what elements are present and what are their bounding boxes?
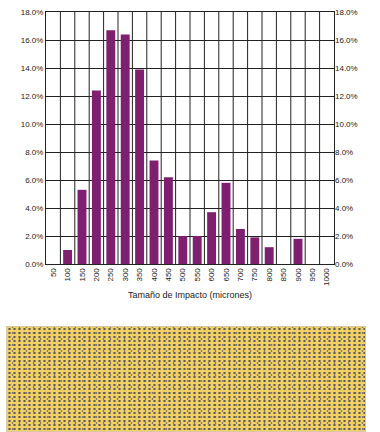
svg-text:18.0%: 18.0% bbox=[21, 8, 44, 17]
svg-text:14.0%: 14.0% bbox=[335, 64, 358, 73]
svg-text:6.0%: 6.0% bbox=[25, 176, 43, 185]
svg-text:350: 350 bbox=[135, 268, 144, 282]
svg-text:Tamaño de Impacto (micrones): Tamaño de Impacto (micrones) bbox=[128, 290, 252, 300]
svg-text:700: 700 bbox=[236, 268, 245, 282]
svg-text:500: 500 bbox=[178, 268, 187, 282]
svg-text:4.0%: 4.0% bbox=[335, 204, 353, 213]
svg-text:550: 550 bbox=[193, 268, 202, 282]
svg-text:950: 950 bbox=[308, 268, 317, 282]
svg-text:200: 200 bbox=[92, 268, 101, 282]
svg-text:900: 900 bbox=[294, 268, 303, 282]
svg-text:850: 850 bbox=[279, 268, 288, 282]
svg-text:16.0%: 16.0% bbox=[21, 36, 44, 45]
svg-text:6.0%: 6.0% bbox=[335, 176, 353, 185]
svg-text:12.0%: 12.0% bbox=[335, 92, 358, 101]
svg-text:16.0%: 16.0% bbox=[335, 36, 358, 45]
svg-text:2.0%: 2.0% bbox=[335, 232, 353, 241]
svg-text:8.0%: 8.0% bbox=[25, 148, 43, 157]
svg-text:600: 600 bbox=[207, 268, 216, 282]
svg-text:10.0%: 10.0% bbox=[335, 120, 358, 129]
svg-text:100: 100 bbox=[63, 268, 72, 282]
svg-text:450: 450 bbox=[164, 268, 173, 282]
svg-text:250: 250 bbox=[106, 268, 115, 282]
svg-text:0.0%: 0.0% bbox=[25, 260, 43, 269]
svg-text:750: 750 bbox=[250, 268, 259, 282]
svg-text:14.0%: 14.0% bbox=[21, 64, 44, 73]
svg-text:150: 150 bbox=[78, 268, 87, 282]
svg-text:10.0%: 10.0% bbox=[21, 120, 44, 129]
svg-text:8.0%: 8.0% bbox=[335, 148, 353, 157]
svg-text:12.0%: 12.0% bbox=[21, 92, 44, 101]
svg-text:4.0%: 4.0% bbox=[25, 204, 43, 213]
svg-text:0.0%: 0.0% bbox=[335, 260, 353, 269]
svg-text:800: 800 bbox=[265, 268, 274, 282]
svg-text:2.0%: 2.0% bbox=[25, 232, 43, 241]
svg-text:300: 300 bbox=[121, 268, 130, 282]
svg-text:50: 50 bbox=[49, 268, 58, 277]
svg-text:1000: 1000 bbox=[322, 268, 331, 286]
svg-text:18.0%: 18.0% bbox=[335, 8, 358, 17]
svg-text:650: 650 bbox=[222, 268, 231, 282]
svg-text:400: 400 bbox=[150, 268, 159, 282]
